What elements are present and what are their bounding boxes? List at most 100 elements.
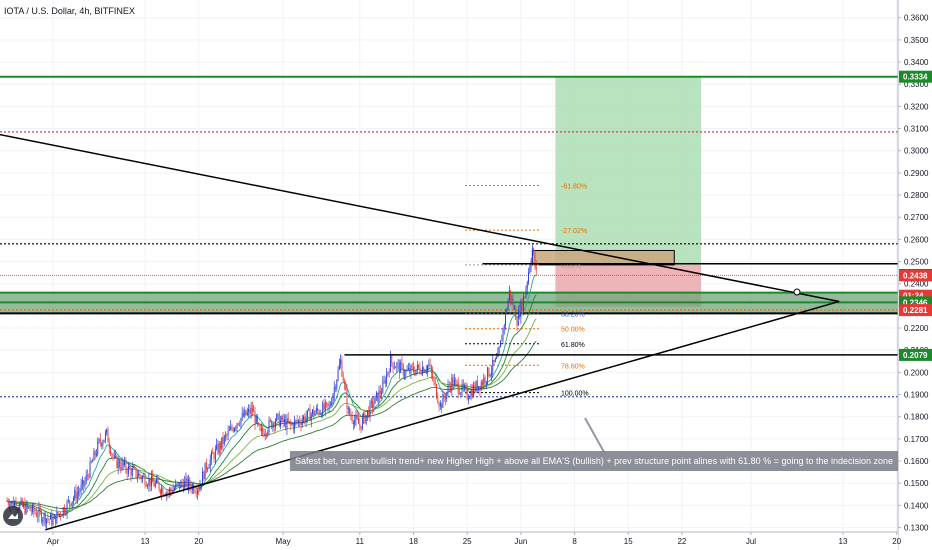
candle-body: [226, 435, 228, 436]
candle-body: [491, 371, 492, 375]
candle-body: [227, 430, 229, 436]
candle-body: [133, 467, 134, 469]
candle-body: [204, 462, 206, 480]
time-axis-bg: [0, 532, 898, 550]
candle-body: [329, 404, 331, 406]
candle-body: [194, 491, 196, 493]
candle-body: [243, 412, 244, 417]
candle-body: [508, 290, 510, 301]
candle-body: [421, 367, 423, 375]
candle-body: [300, 423, 302, 426]
fib-label: -61.80%: [561, 184, 587, 191]
candles: [6, 244, 537, 531]
candle-body: [51, 514, 53, 525]
candle-body: [338, 364, 340, 370]
candle-body: [294, 420, 296, 429]
candle-body: [85, 475, 87, 482]
candle-body: [241, 412, 243, 419]
candle-body: [249, 409, 251, 414]
candle-body: [328, 405, 330, 407]
candle-body: [14, 503, 16, 507]
candle-body: [282, 416, 284, 423]
candle-body: [409, 368, 411, 373]
candle-body: [98, 438, 100, 442]
candle-body: [505, 312, 506, 326]
time-tick-label: Jul: [746, 537, 756, 546]
candle-body: [195, 492, 197, 494]
fib-label: 100.00%: [561, 391, 589, 398]
candle-body: [372, 401, 374, 408]
candle-body: [450, 386, 452, 391]
candle-body: [182, 484, 184, 490]
candle-body: [368, 410, 370, 417]
candle-body: [493, 360, 495, 363]
candle-body: [471, 389, 473, 397]
candle-body: [257, 415, 258, 423]
candle-body: [377, 392, 379, 402]
candle-body: [34, 511, 36, 513]
candle-body: [107, 429, 109, 443]
tradingview-logo[interactable]: [3, 506, 23, 526]
candle-body: [310, 414, 312, 421]
candle-body: [20, 499, 22, 504]
time-tick-label: Jun: [514, 537, 527, 546]
candle-body: [285, 419, 287, 429]
candle-body: [474, 385, 476, 392]
candle-body: [130, 468, 132, 476]
candle-body: [350, 414, 352, 417]
candle-body: [318, 410, 320, 415]
candle-body: [103, 439, 105, 443]
candle-body: [379, 390, 381, 395]
candle-body: [528, 272, 529, 283]
candle-body: [308, 408, 310, 411]
candle-body: [453, 379, 455, 386]
price-tick-label: 0.3300: [904, 80, 929, 89]
plot-background: [0, 0, 898, 532]
candle-body: [119, 460, 120, 467]
candle-body: [214, 449, 216, 460]
candle-body: [220, 443, 221, 449]
candle-body: [510, 290, 512, 301]
candle-body: [248, 409, 250, 412]
candle-body: [19, 503, 21, 510]
candle-body: [418, 364, 420, 368]
time-tick-label: Apr: [47, 537, 60, 546]
candle-body: [83, 480, 85, 487]
candle-body: [369, 402, 371, 417]
candle-body: [460, 392, 462, 395]
candle-body: [430, 365, 432, 373]
candle-body: [476, 381, 478, 391]
candle-body: [115, 455, 117, 457]
candle-body: [41, 511, 42, 522]
candle-body: [529, 267, 531, 273]
candle-body: [154, 482, 156, 487]
candle-body: [340, 359, 342, 365]
candle-body: [144, 475, 146, 486]
price-tick-label: 0.3100: [904, 125, 929, 134]
candle-body: [46, 518, 48, 524]
candle-body: [533, 248, 535, 254]
candle-body: [181, 481, 183, 485]
candle-body: [392, 362, 394, 369]
candle-body: [148, 478, 150, 486]
candle-body: [499, 340, 501, 348]
time-axis[interactable]: Apr 13 20 May 11 18 25 Jun 8 15 22 Jul 13 20: [0, 531, 902, 550]
candle-body: [162, 487, 164, 495]
price-badges: 0.33340.24390.243801:240.23460.22810.207…: [899, 70, 932, 361]
candle-body: [534, 253, 536, 267]
candle-body: [375, 392, 377, 396]
logo-cloud-icon: [8, 513, 18, 519]
price-badge: [899, 348, 932, 361]
candle-body: [172, 489, 174, 494]
candle-body: [87, 475, 88, 476]
candle-body: [492, 360, 494, 372]
candle-body: [387, 371, 389, 374]
candle-body: [346, 390, 348, 410]
candle-body: [173, 488, 175, 490]
candle-body: [381, 393, 382, 395]
candle-body: [287, 418, 289, 423]
candle-body: [38, 507, 40, 517]
time-tick-label: 22: [677, 537, 686, 546]
candle-body: [223, 436, 225, 444]
